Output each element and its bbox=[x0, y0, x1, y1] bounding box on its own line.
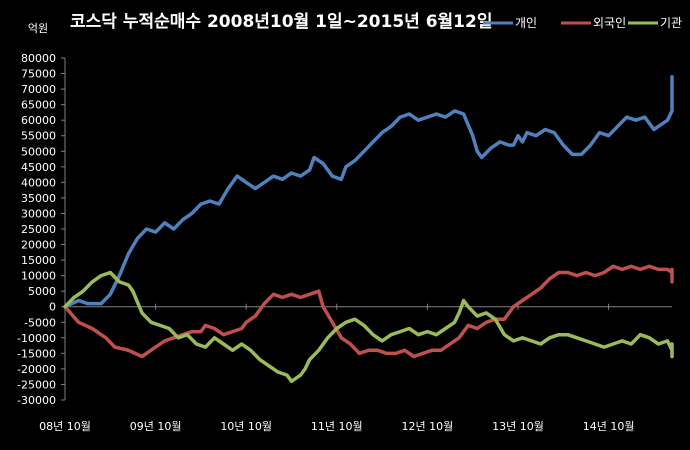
legend-label: 기관 bbox=[660, 16, 682, 30]
series-layer bbox=[63, 74, 674, 384]
y-tick-label: 80000 bbox=[21, 52, 56, 65]
y-tick-label: 10000 bbox=[21, 270, 56, 283]
series-line-0 bbox=[63, 74, 674, 309]
y-tick-label: 50000 bbox=[21, 145, 56, 158]
y-tick-label: -30000 bbox=[17, 394, 56, 407]
legend-label: 외국인 bbox=[593, 16, 626, 30]
y-tick-label: 20000 bbox=[21, 239, 56, 252]
x-tick-label: 10년 10월 bbox=[220, 420, 272, 433]
y-tick-label: 5000 bbox=[28, 285, 56, 298]
legend-label: 개인 bbox=[515, 16, 537, 30]
y-tick-label: 15000 bbox=[21, 254, 56, 267]
y-tick-label: 25000 bbox=[21, 223, 56, 236]
y-tick-label: -20000 bbox=[17, 363, 56, 376]
legend: 개인 외국인 기관 bbox=[483, 16, 682, 30]
x-tick-label: 09년 10월 bbox=[130, 420, 182, 433]
chart-title: 코스닥 누적순매수 2008년10월 1일~2015년 6월12일 bbox=[70, 12, 492, 32]
x-tick-label: 12년 10월 bbox=[402, 420, 454, 433]
x-tick-label: 11년 10월 bbox=[311, 420, 363, 433]
y-tick-label: -10000 bbox=[17, 332, 56, 345]
axes: 8000075000700006500060000550005000045000… bbox=[17, 52, 672, 433]
y-tick-label: 35000 bbox=[21, 192, 56, 205]
y-tick-label: 60000 bbox=[21, 114, 56, 127]
x-tick-label: 13년 10월 bbox=[492, 420, 544, 433]
x-tick-label: 14년 10월 bbox=[583, 420, 635, 433]
y-tick-label: 40000 bbox=[21, 176, 56, 189]
series-line-1 bbox=[63, 264, 674, 359]
y-tick-label: -15000 bbox=[17, 347, 56, 360]
y-axis-unit-label: 억원 bbox=[28, 22, 48, 35]
y-tick-label: 30000 bbox=[21, 207, 56, 220]
y-tick-label: 45000 bbox=[21, 161, 56, 174]
y-tick-label: 70000 bbox=[21, 83, 56, 96]
y-tick-label: 55000 bbox=[21, 130, 56, 143]
series-line-2 bbox=[63, 270, 674, 384]
y-tick-label: 0 bbox=[49, 301, 56, 314]
y-tick-label: -5000 bbox=[24, 316, 56, 329]
y-tick-label: 75000 bbox=[21, 68, 56, 81]
y-tick-label: 65000 bbox=[21, 99, 56, 112]
x-tick-label: 08년 10월 bbox=[39, 420, 91, 433]
y-tick-label: -25000 bbox=[17, 378, 56, 391]
